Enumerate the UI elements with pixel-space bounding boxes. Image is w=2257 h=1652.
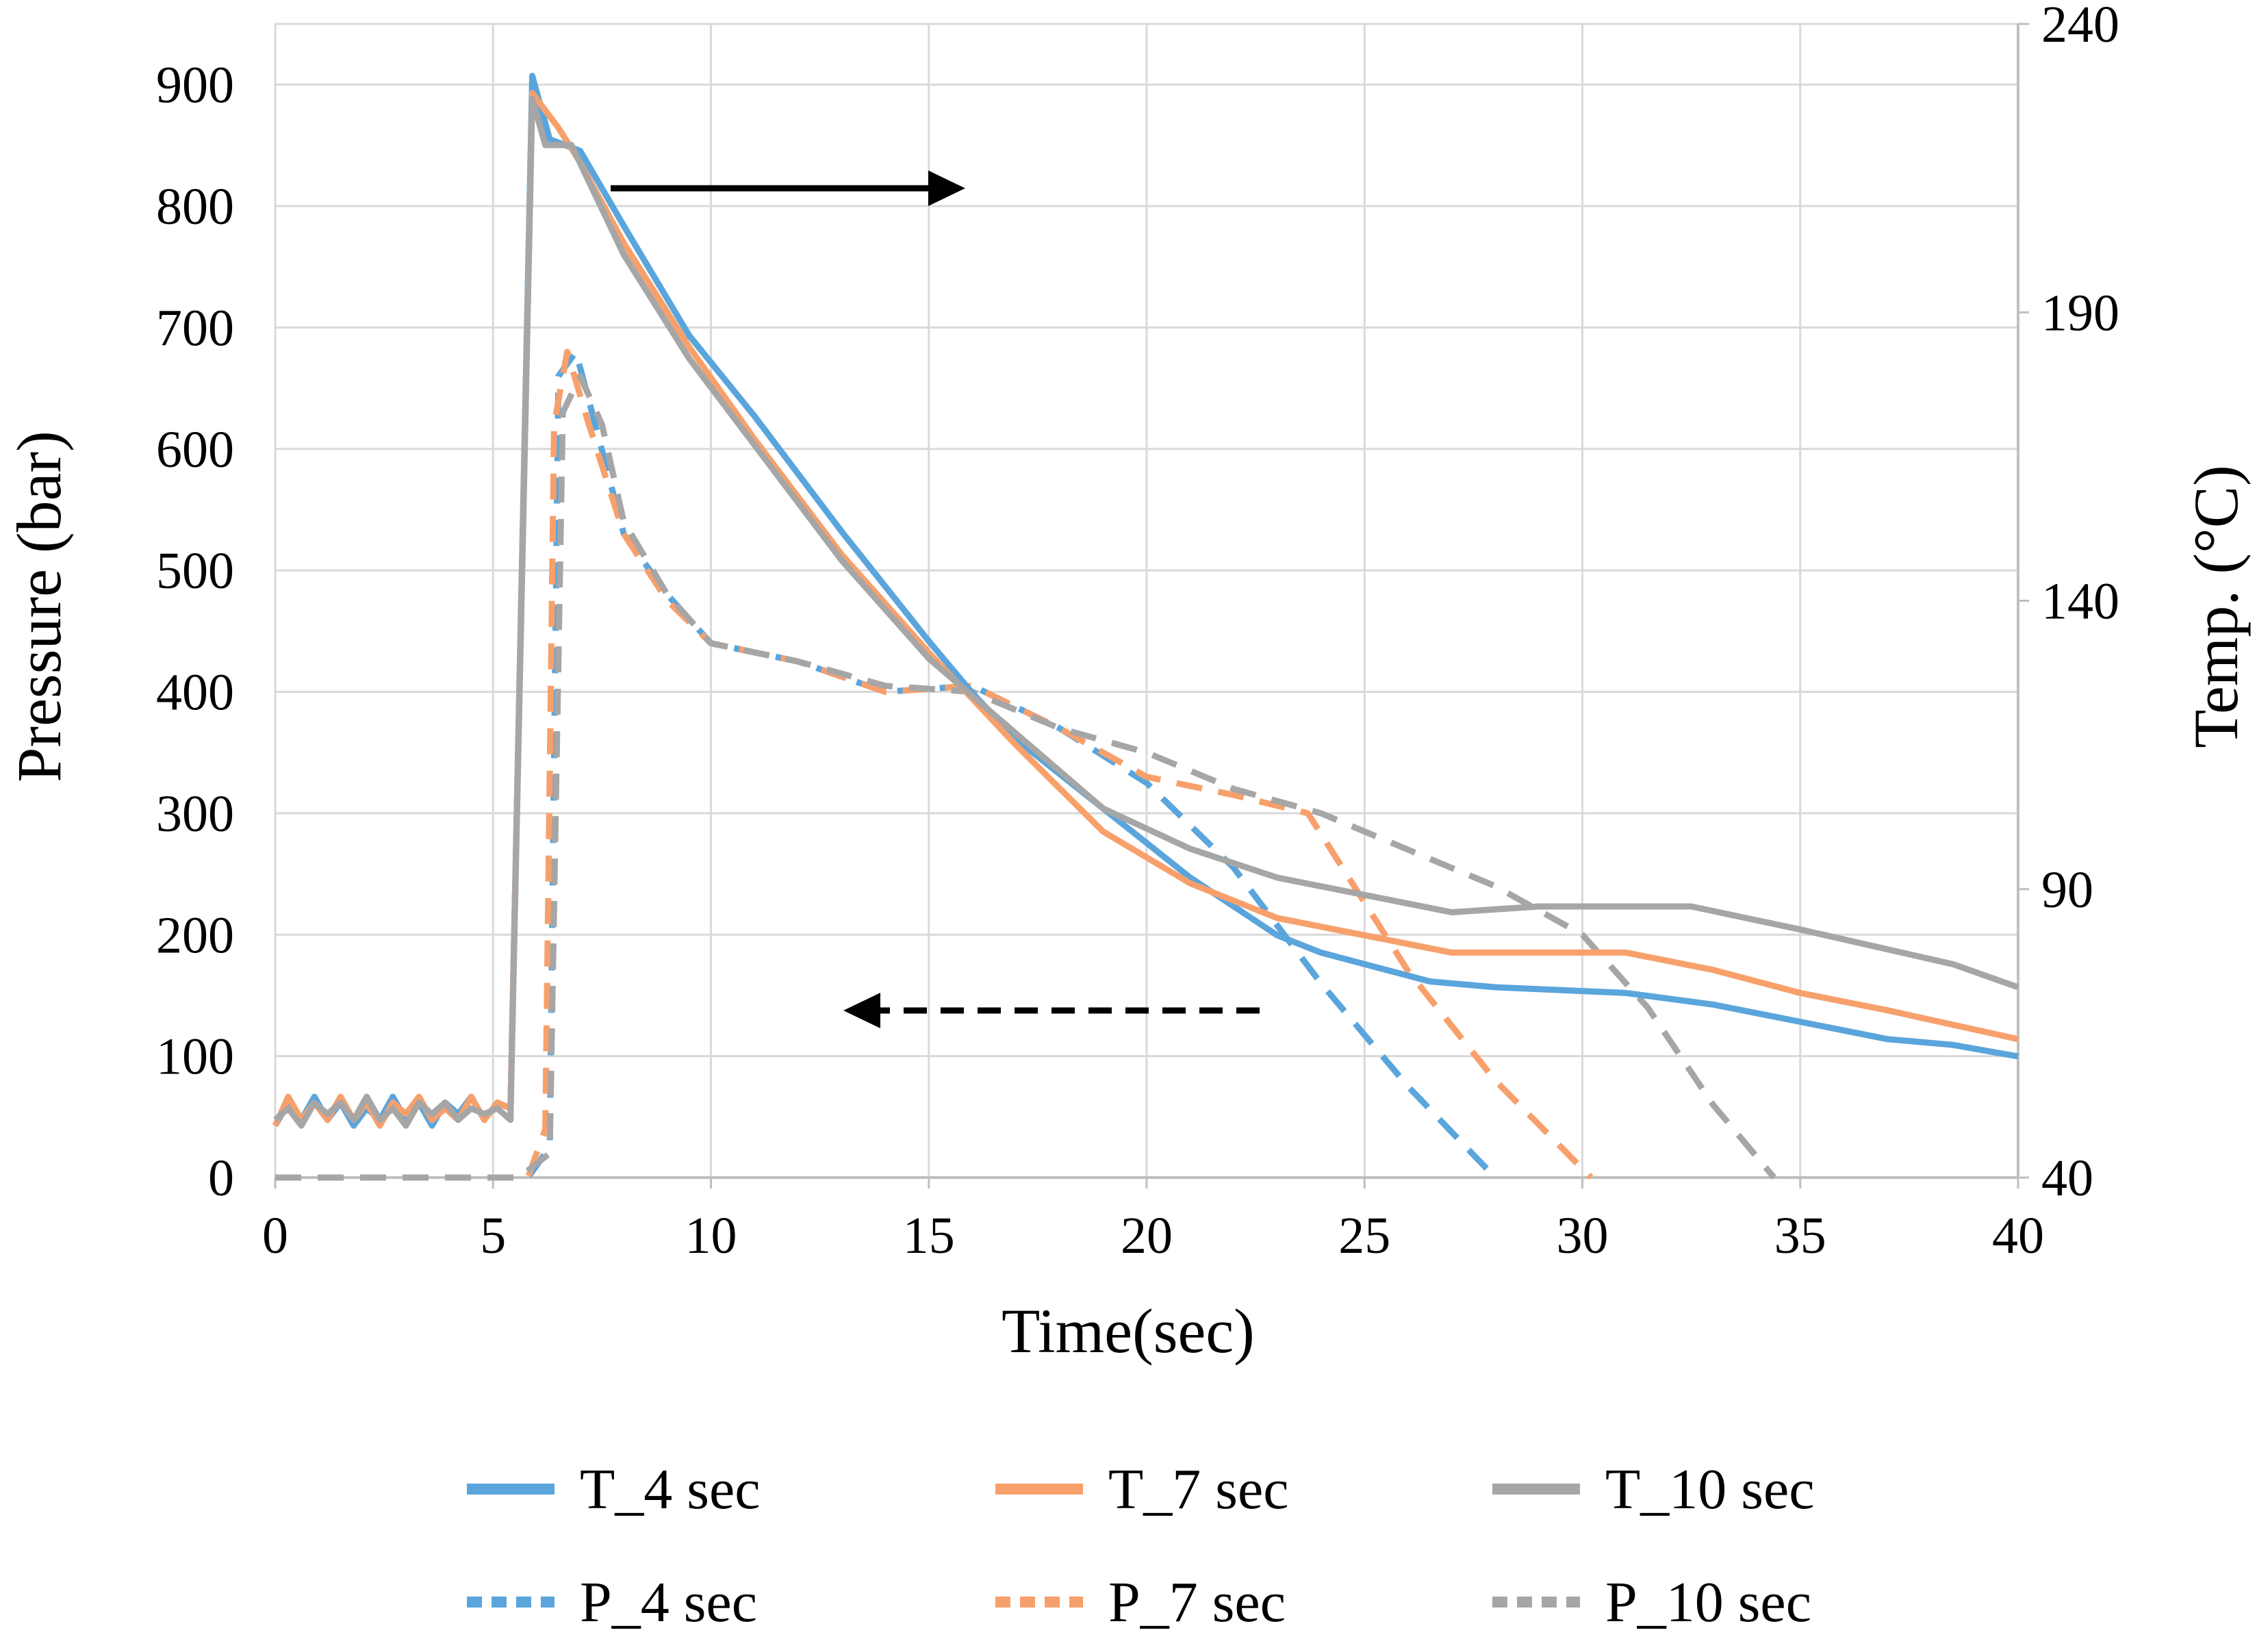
y-left-tick-label: 400 <box>156 664 234 722</box>
series-line-p-10-sec <box>275 372 1777 1181</box>
y-right-tick-label: 240 <box>2041 0 2119 53</box>
legend-label: P_7 sec <box>1108 1571 1286 1634</box>
legend-label: P_10 sec <box>1605 1571 1811 1634</box>
series-line-t-10-sec <box>273 96 2019 1129</box>
x-tick-label: 20 <box>1121 1207 1173 1265</box>
y-axis-left-label: Pressure (bar) <box>4 431 74 782</box>
series-line-p-7-sec <box>275 348 1594 1181</box>
legend-item-t-10-sec: T_10 sec <box>1492 1458 1815 1521</box>
x-tick-label: 10 <box>685 1207 737 1265</box>
x-axis-label: Time(sec) <box>1002 1296 1255 1366</box>
legend-label: T_7 sec <box>1108 1458 1289 1521</box>
y-left-tick-label: 0 <box>208 1149 234 1207</box>
x-tick-label: 5 <box>480 1207 506 1265</box>
gridlines <box>274 23 2019 1178</box>
y-left-tick-label: 100 <box>156 1028 234 1086</box>
y-left-tick-label: 600 <box>156 421 234 479</box>
y-right-tick-label: 90 <box>2041 861 2093 919</box>
y-right-tick-label: 190 <box>2041 284 2119 342</box>
y-axis-right-label: Temp. (°C) <box>2181 465 2251 748</box>
arrow-right-head <box>928 170 965 206</box>
x-tick-label: 40 <box>1992 1207 2044 1265</box>
legend: T_4 sec T_7 sec T_10 sec P_4 sec P_7 sec P_10… <box>467 1458 1815 1634</box>
x-tick-label: 35 <box>1774 1207 1826 1265</box>
series-layer <box>272 73 2019 1181</box>
y-left-tick-label: 800 <box>156 178 234 236</box>
legend-item-t-4-sec: T_4 sec <box>467 1458 761 1521</box>
y-left-tick-label: 900 <box>156 57 234 114</box>
y-left-tick-label: 200 <box>156 906 234 964</box>
legend-item-p-4-sec: P_4 sec <box>467 1571 757 1634</box>
x-tick-label: 0 <box>262 1207 288 1265</box>
tick-labels: 0 5 10 15 20 25 30 35 40010020030040050060070080… <box>156 0 2119 1265</box>
x-tick-label: 25 <box>1338 1207 1390 1265</box>
y-left-tick-label: 500 <box>156 542 234 600</box>
arrow-left-head <box>843 993 880 1028</box>
arrows-layer <box>611 170 1260 1028</box>
x-tick-label: 15 <box>903 1207 955 1265</box>
legend-label: T_10 sec <box>1605 1458 1815 1521</box>
y-right-tick-label: 140 <box>2041 573 2119 631</box>
series-line-p-4-sec <box>275 348 1498 1181</box>
x-tick-label: 30 <box>1557 1207 1609 1265</box>
legend-item-p-10-sec: P_10 sec <box>1492 1571 1811 1634</box>
y-left-tick-label: 300 <box>156 785 234 843</box>
y-left-tick-label: 700 <box>156 299 234 357</box>
legend-label: P_4 sec <box>580 1571 757 1634</box>
legend-item-t-7-sec: T_7 sec <box>995 1458 1289 1521</box>
y-right-tick-label: 40 <box>2041 1149 2093 1207</box>
legend-label: T_4 sec <box>580 1458 761 1521</box>
legend-item-p-7-sec: P_7 sec <box>995 1571 1286 1634</box>
